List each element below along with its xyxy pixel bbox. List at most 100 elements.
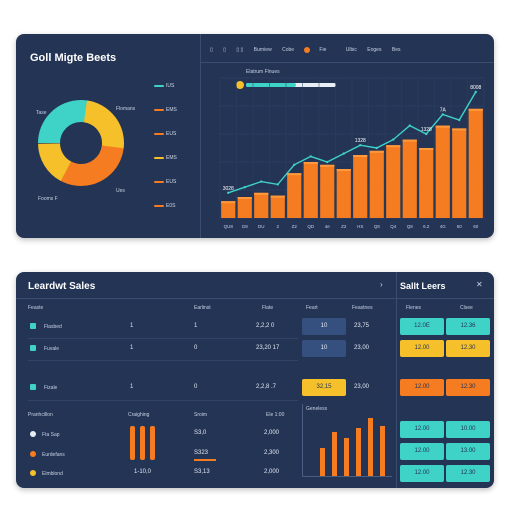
- side-chip[interactable]: 12.00: [400, 340, 444, 357]
- chart-point: [243, 186, 246, 189]
- value-chip[interactable]: 32,15: [302, 379, 346, 396]
- side-panel-title: Sallt Leers: [400, 281, 446, 291]
- toolbar-item[interactable]: ▯ ▯: [236, 47, 244, 54]
- column-header: Flenes: [406, 305, 422, 311]
- chart-bar-cap: [369, 150, 384, 153]
- column-header: Feart: [306, 305, 318, 311]
- legend-value: IUS: [166, 83, 175, 89]
- x-tick-label: DU: [258, 224, 265, 229]
- donut-chart: [37, 100, 124, 186]
- chart-bar: [140, 426, 145, 460]
- toolbar: ▯ ▯ ▯ ▯ Burniew Cobe Fie Ulbic Eoges Bes: [210, 47, 409, 53]
- chart-point: [392, 138, 395, 141]
- chart-bar-cap: [353, 155, 368, 157]
- x-tick-label: 50: [457, 224, 463, 229]
- column-header: Feaste: [28, 305, 44, 311]
- mini-bar: [380, 426, 385, 476]
- chart-point: [260, 180, 263, 183]
- side-chip[interactable]: 13.00: [446, 443, 490, 460]
- side-chip[interactable]: 12.00: [400, 443, 444, 460]
- column-header: Pranhcillon: [28, 412, 53, 418]
- row-value: 2,2,8 .7: [256, 384, 277, 390]
- side-chip[interactable]: 10.00: [446, 421, 490, 438]
- toolbar-item[interactable]: ▯: [223, 47, 226, 54]
- x-tick-label: 4e: [325, 224, 331, 229]
- header-divider: [16, 298, 494, 299]
- toolbar-item[interactable]: Burniew: [253, 47, 272, 54]
- chart-bar-cap: [221, 201, 236, 204]
- chevron-right-icon[interactable]: ›: [380, 280, 383, 289]
- legend-swatch: [154, 205, 164, 207]
- chart-point: [375, 146, 378, 150]
- chart-bar: [369, 150, 384, 218]
- toolbar-item[interactable]: Fie: [304, 47, 335, 53]
- data-label: 7A: [440, 107, 447, 113]
- chart-bar: [270, 195, 285, 218]
- side-chip[interactable]: 12.30: [446, 465, 490, 482]
- chart-bar: [303, 162, 318, 218]
- data-label: 1328: [421, 127, 432, 133]
- value-chip[interactable]: 10: [302, 318, 346, 335]
- donut-label: Flomans: [116, 106, 136, 112]
- chart-point: [342, 152, 345, 155]
- side-chip[interactable]: 12.36: [446, 318, 490, 335]
- row-divider: [28, 400, 298, 401]
- chart-bar: [435, 125, 450, 218]
- row-marker: [30, 384, 36, 390]
- x-tick-label: QU8: [224, 224, 234, 229]
- side-chip[interactable]: 12.0E: [400, 318, 444, 335]
- toolbar-item[interactable]: Bes: [391, 47, 401, 54]
- chart-bar-cap: [237, 197, 252, 199]
- toolbar-item[interactable]: Cobe: [282, 47, 295, 54]
- toolbar-item[interactable]: Eoges: [367, 47, 382, 54]
- sales-panel: Leardwt Sales › Sallt Leers ✕ Feaste Ear…: [16, 272, 494, 488]
- x-tick-label: 4G: [440, 224, 447, 229]
- legend-value: EMS: [166, 155, 177, 161]
- mini-bar: [332, 432, 337, 476]
- row-name: Fuvale: [44, 346, 60, 352]
- column-header: Flate: [262, 305, 274, 311]
- x-tick-label: Q8: [374, 224, 381, 229]
- row-marker: [30, 323, 36, 329]
- chart-bar: [402, 139, 417, 218]
- side-chip[interactable]: 12.00: [400, 379, 444, 396]
- row-name: Fizale: [44, 385, 58, 391]
- donut-slice-yellow-2: [37, 100, 124, 186]
- panel-divider: [396, 272, 397, 488]
- donut-label: Tase: [36, 110, 47, 116]
- row-divider: [28, 338, 298, 339]
- value-chip[interactable]: 10: [302, 340, 346, 357]
- donut-label: Fooms F: [38, 196, 58, 202]
- chart-bar: [254, 192, 269, 218]
- chart-point: [276, 183, 279, 186]
- item-value: S3,0: [194, 430, 207, 436]
- toolbar-item[interactable]: Ulbic: [345, 47, 357, 54]
- close-icon[interactable]: ✕: [476, 280, 483, 289]
- item-name: Elmblond: [42, 471, 63, 477]
- row-value: 23,00: [354, 384, 370, 390]
- data-label: 8008: [470, 85, 481, 91]
- item-name: Fta Sap: [42, 432, 60, 438]
- side-chip[interactable]: 12.00: [400, 465, 444, 482]
- header-divider: [200, 62, 494, 63]
- column-header: Ele 1:00: [266, 412, 285, 418]
- legend-swatch: [154, 109, 164, 111]
- x-tick-label: HS: [357, 224, 363, 229]
- toolbar-item[interactable]: ▯: [210, 47, 213, 54]
- dot-icon: [30, 470, 36, 476]
- side-chip[interactable]: 12.30: [446, 340, 490, 357]
- legend-value: E0S: [166, 203, 176, 209]
- analytics-panel: Goll Migte Beets ▯ ▯ ▯ ▯ Burniew Cobe Fi…: [16, 34, 494, 238]
- progress-handle[interactable]: [236, 81, 244, 89]
- row-value: 23,00: [354, 345, 370, 351]
- chart-bar-cap: [303, 162, 318, 164]
- side-chip[interactable]: 12.30: [446, 379, 490, 396]
- mini-chart-baseline: [302, 476, 392, 477]
- chart-bar-cap: [320, 164, 335, 167]
- panel-title: Goll Migte Beets: [30, 52, 117, 64]
- side-chip[interactable]: 12.00: [400, 421, 444, 438]
- panel-title: Leardwt Sales: [28, 281, 96, 292]
- legend-swatch: [154, 133, 164, 135]
- donut-label: Ues: [116, 188, 125, 194]
- chart-bar: [130, 426, 135, 460]
